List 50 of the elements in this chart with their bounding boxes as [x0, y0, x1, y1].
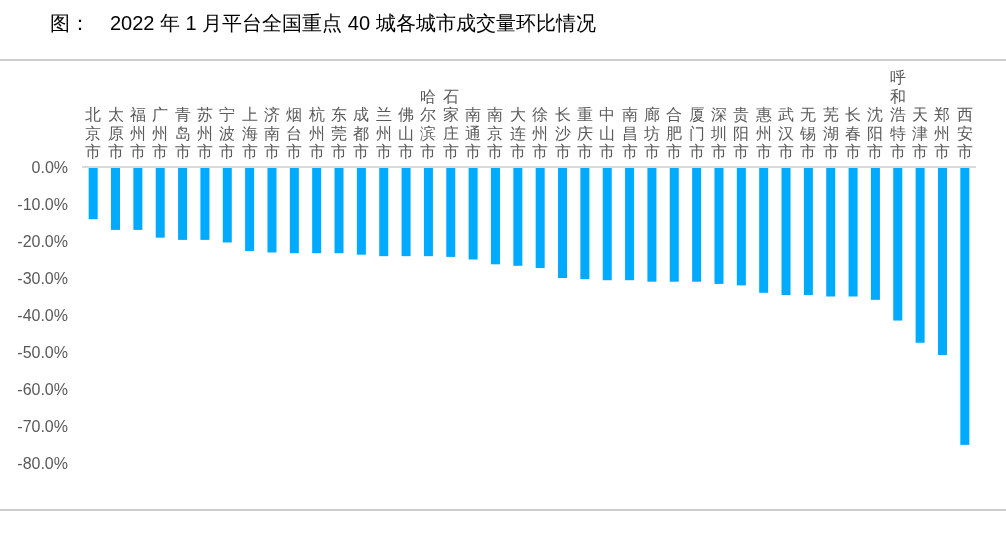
x-tick-label: 合肥市: [666, 106, 683, 160]
x-tick-label: 青岛市: [174, 106, 191, 160]
x-tick-label: 无锡市: [799, 106, 817, 160]
x-tick-label: 太原市: [107, 106, 124, 160]
x-tick-label: 惠州市: [754, 106, 772, 160]
x-tick-label: 贵阳市: [733, 106, 750, 160]
y-tick-label: 0.0%: [31, 159, 68, 176]
x-tick-label: 石家庄市: [442, 87, 459, 160]
x-tick-label: 芜湖市: [822, 106, 839, 160]
x-tick-label: 长沙市: [554, 106, 571, 160]
x-tick-label: 东莞市: [331, 106, 348, 160]
x-tick-label: 北京市: [85, 106, 102, 160]
x-tick-label: 重庆市: [576, 106, 593, 160]
x-tick-label: 深圳市: [709, 106, 727, 160]
y-tick-label: -40.0%: [17, 307, 68, 324]
x-tick-label: 烟台市: [286, 106, 303, 160]
x-tick-label: 苏州市: [196, 106, 213, 160]
x-tick-label: 呼和浩特市: [889, 69, 906, 160]
y-tick-label: -80.0%: [17, 455, 68, 472]
x-tick-label: 南昌市: [621, 106, 638, 160]
x-tick-label: 厦门市: [688, 106, 705, 160]
y-tick-label: -10.0%: [17, 196, 68, 213]
x-tick-label: 福州市: [129, 106, 146, 160]
x-tick-label: 济南市: [263, 106, 280, 160]
x-tick-label: 徐州市: [532, 106, 549, 160]
x-tick-label: 南京市: [487, 106, 504, 160]
x-tick-label: 兰州市: [375, 106, 392, 160]
x-tick-label: 上海市: [241, 106, 258, 160]
x-tick-label: 中山市: [599, 106, 616, 160]
y-tick-label: -60.0%: [17, 381, 68, 398]
x-tick-label: 佛山市: [398, 106, 415, 160]
x-tick-label: 广州市: [152, 106, 169, 160]
x-tick-label: 杭州市: [307, 106, 325, 160]
x-tick-label: 沈阳市: [867, 106, 884, 160]
y-tick-label: -20.0%: [17, 233, 68, 250]
x-tick-label: 大连市: [509, 106, 526, 160]
y-tick-label: -50.0%: [17, 344, 68, 361]
x-tick-label: 成都市: [353, 106, 370, 160]
x-tick-label: 南通市: [465, 106, 482, 160]
y-tick-label: -70.0%: [17, 418, 68, 435]
x-tick-label: 宁波市: [219, 106, 236, 160]
chart-title: 图： 2022 年 1 月平台全国重点 40 城各城市成交量环比情况: [50, 12, 596, 34]
x-tick-label: 郑州市: [934, 106, 951, 160]
x-tick-label: 天津市: [912, 106, 929, 160]
x-tick-label: 廊坊市: [642, 106, 660, 160]
y-tick-label: -30.0%: [17, 270, 68, 287]
x-tick-label: 哈尔滨市: [420, 87, 437, 160]
x-tick-label: 武汉市: [778, 106, 795, 160]
x-tick-label: 西安市: [956, 106, 973, 160]
x-tick-label: 长春市: [845, 106, 862, 160]
